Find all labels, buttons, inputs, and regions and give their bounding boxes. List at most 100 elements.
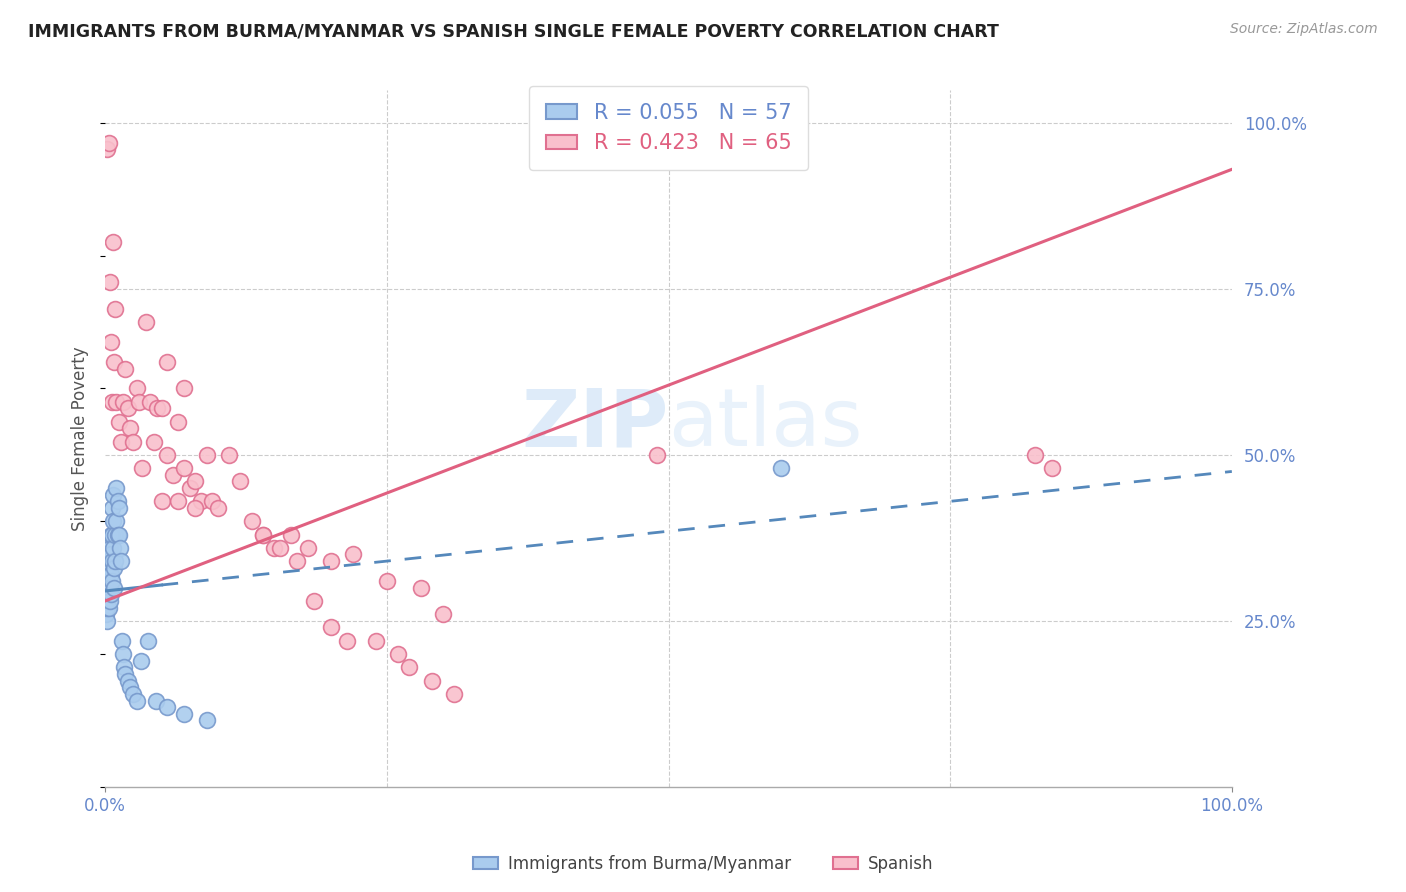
Point (96, 143, 118, 157)
Point (101, 554, 124, 568)
Point (770, 461, 793, 475)
Point (96, 600, 118, 615)
Point (179, 481, 201, 495)
Point (184, 500, 207, 515)
Point (167, 494, 190, 508)
Point (108, 541, 131, 555)
Point (105, 481, 128, 495)
Point (107, 527, 129, 541)
Point (319, 620, 342, 634)
Point (645, 448, 668, 462)
Point (100, 567, 122, 582)
Legend: R = 0.055   N = 57, R = 0.423   N = 65: R = 0.055 N = 57, R = 0.423 N = 65 (529, 87, 808, 169)
Point (269, 541, 291, 555)
Point (135, 315, 157, 329)
Point (98, 275, 121, 289)
Point (100, 548, 122, 562)
Point (398, 660, 420, 674)
Point (129, 654, 152, 668)
Point (114, 361, 136, 376)
Point (146, 401, 169, 416)
Point (105, 514, 128, 528)
Point (107, 500, 129, 515)
Point (117, 401, 139, 416)
Text: atlas: atlas (668, 385, 863, 463)
Point (122, 434, 145, 449)
Point (101, 500, 124, 515)
Point (103, 355, 125, 369)
Point (190, 494, 212, 508)
Point (297, 541, 319, 555)
Point (432, 607, 454, 622)
Point (319, 554, 342, 568)
Point (229, 475, 252, 489)
Point (195, 448, 218, 462)
Point (162, 467, 184, 482)
Point (285, 554, 308, 568)
Point (1040, 461, 1063, 475)
Point (117, 673, 139, 688)
Point (97, 600, 120, 615)
Point (150, 494, 173, 508)
Point (104, 554, 127, 568)
Point (252, 527, 274, 541)
Point (110, 554, 132, 568)
Point (112, 647, 135, 661)
Point (98, 594, 121, 608)
Point (150, 401, 173, 416)
Point (375, 574, 398, 588)
Point (97, 581, 120, 595)
Point (302, 594, 325, 608)
Point (96, 548, 118, 562)
Point (280, 527, 302, 541)
Point (131, 461, 153, 475)
Point (101, 574, 124, 588)
Point (107, 527, 129, 541)
Point (125, 693, 148, 707)
Point (218, 448, 240, 462)
Point (98, 541, 121, 555)
Point (101, 541, 124, 555)
Point (103, 581, 125, 595)
Point (207, 500, 229, 515)
Point (101, 527, 124, 541)
Point (101, 488, 124, 502)
Point (156, 700, 179, 714)
Point (142, 434, 165, 449)
Point (97, 554, 120, 568)
Point (100, 587, 122, 601)
Point (167, 415, 190, 429)
Point (101, 235, 124, 250)
Point (98, 560, 121, 574)
Point (107, 415, 129, 429)
Point (112, 394, 135, 409)
Point (112, 660, 135, 674)
Point (100, 527, 122, 541)
Point (97, 567, 120, 582)
Point (409, 581, 432, 595)
Point (122, 687, 145, 701)
Point (201, 494, 224, 508)
Point (104, 301, 127, 316)
Point (96, 594, 118, 608)
Point (173, 461, 195, 475)
Point (128, 394, 150, 409)
Point (107, 494, 129, 508)
Point (110, 434, 132, 449)
Point (156, 448, 179, 462)
Point (100, 334, 122, 349)
Point (420, 673, 443, 688)
Point (98, 581, 121, 595)
Legend: Immigrants from Burma/Myanmar, Spanish: Immigrants from Burma/Myanmar, Spanish (467, 848, 939, 880)
Point (101, 394, 124, 409)
Point (342, 548, 364, 562)
Text: Source: ZipAtlas.com: Source: ZipAtlas.com (1230, 22, 1378, 37)
Point (96, 581, 118, 595)
Point (97, 136, 120, 150)
Point (1024, 448, 1046, 462)
Point (101, 514, 124, 528)
Point (136, 633, 159, 648)
Point (96, 614, 118, 628)
Point (173, 706, 195, 721)
Point (263, 541, 285, 555)
